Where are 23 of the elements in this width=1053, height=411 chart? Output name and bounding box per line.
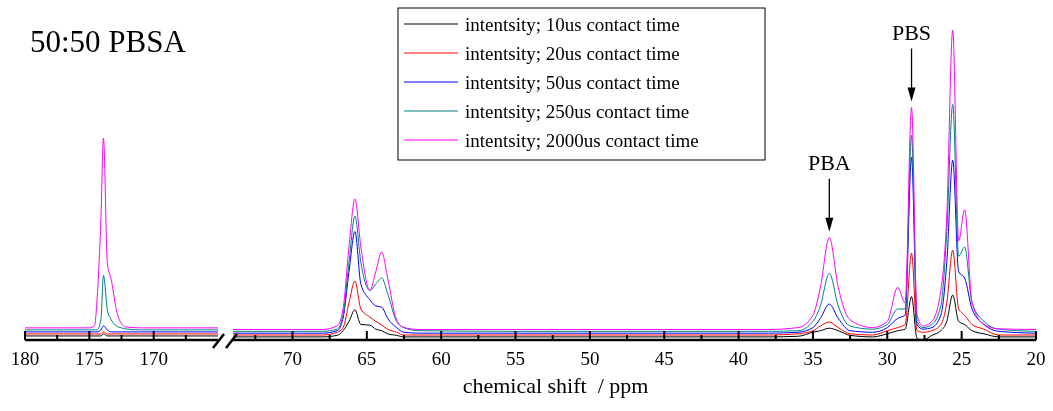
legend-label: intentsity; 50us contact time <box>465 72 680 93</box>
x-tick-label: 180 <box>10 348 40 369</box>
x-tick-label: 50 <box>580 348 600 369</box>
x-tick-label: 60 <box>431 348 451 369</box>
chart-title: 50:50 PBSA <box>30 24 187 59</box>
x-tick-label: 65 <box>357 348 377 369</box>
x-tick-label: 70 <box>282 348 302 369</box>
x-tick-label: 30 <box>877 348 897 369</box>
x-tick-label: 45 <box>654 348 674 369</box>
x-tick-label: 170 <box>139 348 168 369</box>
x-axis-title: chemical shift / ppm <box>462 373 649 398</box>
x-tick-label: 55 <box>506 348 526 369</box>
legend-label: intentsity; 250us contact time <box>465 101 690 122</box>
legend-label: intentsity; 10us contact time <box>465 14 680 35</box>
legend-label: intentsity; 20us contact time <box>465 43 680 64</box>
x-tick-label: 35 <box>803 348 823 369</box>
annotation: PBS <box>891 19 932 45</box>
legend-label: intentsity; 2000us contact time <box>465 130 699 151</box>
annotation: PBA <box>807 149 851 175</box>
x-tick-label: 175 <box>75 348 104 369</box>
x-tick-label: 40 <box>729 348 749 369</box>
x-tick-label: 20 <box>1026 348 1046 369</box>
x-tick-label: 25 <box>952 348 972 369</box>
